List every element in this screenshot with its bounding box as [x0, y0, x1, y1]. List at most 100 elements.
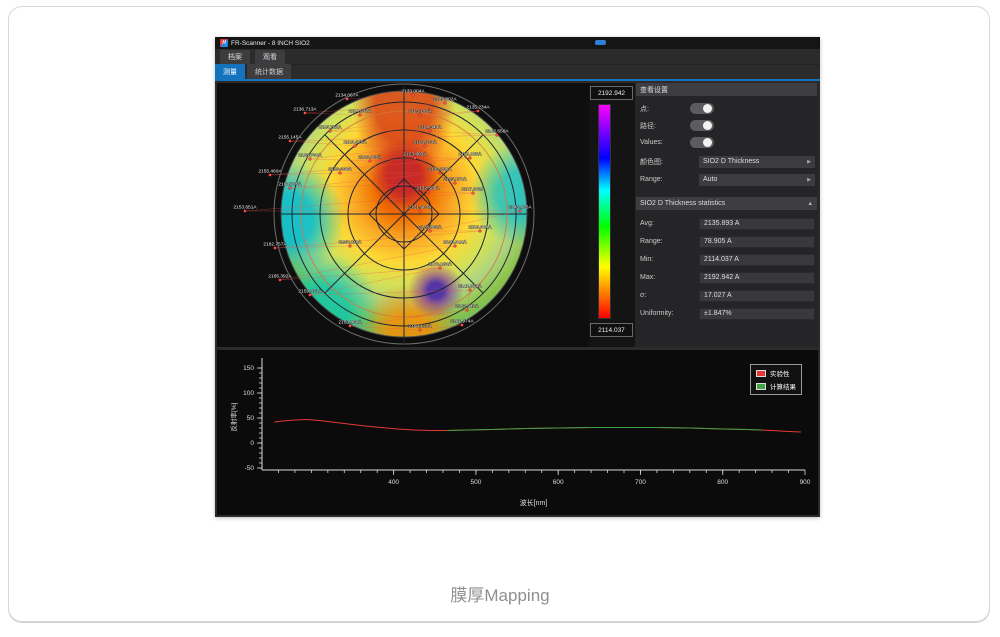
stat-row-uniformity: Uniformity: ±1.847%: [640, 307, 815, 320]
colormap-dropdown[interactable]: SIO2 D Thickness ▶: [699, 155, 815, 168]
colormap-label: 颜色图:: [640, 158, 663, 166]
wafer-point-label: 2126.399A: [328, 167, 352, 173]
wafer-point: [423, 144, 427, 148]
polar-grid-diamond: [368, 178, 440, 250]
colorbar-gradient: [598, 104, 611, 319]
legend-item-experimental: 实验性: [756, 368, 796, 378]
collapse-up-icon: ▲: [807, 200, 813, 207]
stat-row-range: Range: 78.905 A: [640, 235, 815, 248]
wafer-point: [428, 129, 432, 133]
wafer-map-svg: 2134.067A 2133.004A 2125.802A 2136.713A 2114…: [233, 83, 535, 345]
wafer-point-label: 2155.145A: [278, 135, 302, 141]
menu-file[interactable]: 档案: [220, 49, 250, 64]
stat-row-sigma: σ: 17.027 A: [640, 289, 815, 302]
statistics-header[interactable]: SIO2 D Thickness statistics ▲: [636, 197, 817, 210]
wafer-point: [368, 159, 372, 163]
wafer-point-label: 2155.460A: [258, 169, 282, 175]
x-tick-label: 600: [553, 479, 564, 486]
series-line-计算结果: [447, 427, 763, 431]
range-dropdown[interactable]: Auto ▶: [699, 173, 815, 186]
stat-avg-label: Avg:: [640, 220, 654, 227]
titlebar: H FR-Scanner - 8 INCH SIO2: [215, 37, 820, 49]
wafer-point-label: 2117.892A: [462, 187, 486, 193]
wafer-point-label: 2176.183A: [428, 262, 452, 268]
wafer-point: [328, 129, 332, 133]
wafer-point-label: 2181.974A: [450, 319, 474, 325]
toggle-row-path: 路径:: [640, 119, 815, 132]
wafer-point: [495, 133, 499, 137]
wafer-map-panel[interactable]: 2134.067A 2133.004A 2125.802A 2136.713A 2114…: [217, 83, 589, 347]
wafer-point: [345, 97, 349, 101]
wafer-point: [418, 113, 422, 117]
wafer-point: [308, 157, 312, 161]
wafer-point-label: 2160.705A: [278, 182, 302, 188]
spectrum-legend: 实验性 计算结果: [750, 364, 802, 395]
window-title: FR-Scanner - 8 INCH SIO2: [231, 39, 310, 47]
colormap-dropdown-value: SIO2 D Thickness: [703, 158, 760, 165]
measurement-path: [244, 94, 521, 331]
points-toggle-label: 点:: [640, 105, 649, 113]
wafer-point-label: 2165.392A: [268, 274, 292, 280]
stat-row-max: Max: 2192.942 A: [640, 271, 815, 284]
tabbar: 测量 统计数据: [215, 64, 820, 81]
wafer-point: [273, 246, 277, 250]
x-tick-label: 700: [635, 479, 646, 486]
tab-measure[interactable]: 测量: [215, 64, 245, 79]
wafer-point: [288, 186, 292, 190]
menu-view[interactable]: 观看: [255, 49, 285, 64]
wafer-point-label: 2162.658A: [485, 129, 509, 135]
x-tick-label: 900: [800, 479, 811, 486]
wafer-point-label: 2119.873A: [414, 140, 438, 146]
legend-swatch-calculated: [756, 382, 766, 390]
range-label: Range:: [640, 176, 663, 183]
stat-range-label: Range:: [640, 238, 663, 245]
legend-item-calculated: 计算结果: [756, 381, 796, 391]
wafer-point-label: 2123.736A: [298, 153, 322, 159]
wafer-point: [268, 173, 272, 177]
x-tick-label: 800: [717, 479, 728, 486]
main-area: 2134.067A 2133.004A 2125.802A 2136.713A 2114…: [217, 83, 818, 347]
stat-row-min: Min: 2114.037 A: [640, 253, 815, 266]
wafer-point-label: 2123.803A: [403, 152, 427, 158]
wafer-point: [358, 113, 362, 117]
stat-sigma-value: 17.027 A: [699, 289, 815, 302]
wafer-point-label: 2115.702A: [319, 125, 343, 131]
wafer-point-label: 2118.085A: [459, 152, 483, 158]
wafer-point-label: 2192.942A: [455, 304, 479, 310]
image-caption: 膜厚Mapping: [450, 586, 550, 605]
titlebar-blue-indicator: [595, 40, 606, 45]
stat-min-value: 2114.037 A: [699, 253, 815, 266]
wafer-point-label: 2145.495A: [508, 205, 532, 211]
view-settings-header-label: 查看设置: [640, 86, 668, 94]
series-line-实验性: [274, 418, 801, 433]
wafer-point: [428, 229, 432, 233]
values-toggle[interactable]: [690, 137, 714, 148]
wafer-point-label: 2159.871A: [298, 289, 322, 295]
wafer-point: [476, 109, 480, 113]
menubar: 档案 观看: [215, 49, 820, 65]
wafer-point: [468, 288, 472, 292]
wafer-point-label: 2126.862A: [418, 225, 442, 231]
spectrum-x-axis-label: 波长[nm]: [519, 500, 548, 507]
wafer-point: [411, 93, 415, 97]
wafer-point: [453, 244, 457, 248]
stat-max-value: 2192.942 A: [699, 271, 815, 284]
wafer-point-label: 2121.903A: [408, 205, 432, 211]
x-tick-label: 500: [470, 479, 481, 486]
colorbar-min-value: 2114.037: [590, 323, 633, 337]
stat-max-label: Max:: [640, 274, 656, 281]
wafer-point: [443, 101, 447, 105]
stat-uniformity-value: ±1.847%: [699, 307, 815, 320]
y-tick-label: -50: [245, 465, 255, 472]
wafer-point: [308, 293, 312, 297]
y-tick-label: 150: [243, 365, 254, 372]
path-toggle[interactable]: [690, 120, 714, 131]
chevron-right-icon: ▶: [807, 158, 811, 165]
spectrum-panel[interactable]: 400 500 600 700 800 900 150 100 50 0 -50 反射率[%] 波长…: [217, 350, 818, 515]
values-toggle-label: Values:: [640, 139, 663, 146]
wafer-point: [453, 181, 457, 185]
y-tick-label: 100: [243, 390, 254, 397]
wafer-point: [243, 209, 247, 213]
tab-statistics[interactable]: 统计数据: [247, 64, 291, 79]
points-toggle[interactable]: [690, 103, 714, 114]
